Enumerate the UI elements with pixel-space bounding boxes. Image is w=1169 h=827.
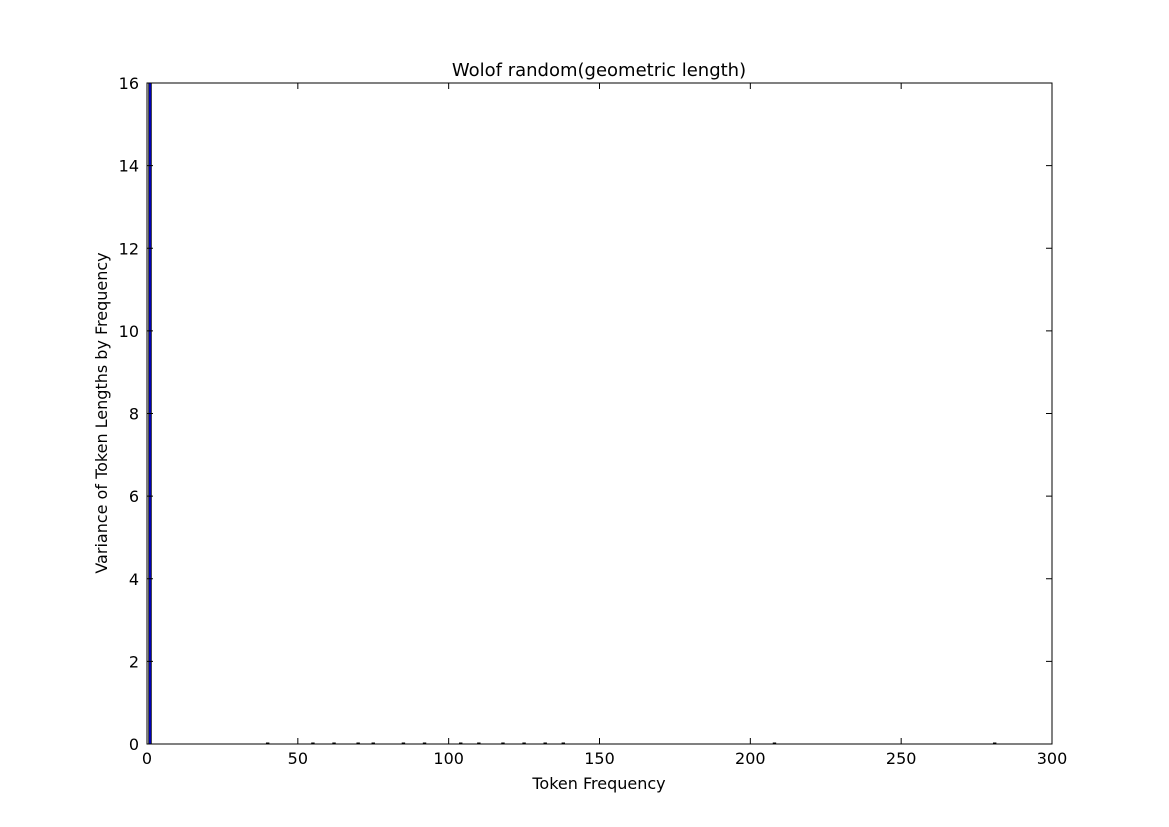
x-tick-label: 50 — [288, 749, 308, 768]
y-tick-label: 2 — [129, 652, 139, 671]
x-tick-label: 300 — [1037, 749, 1068, 768]
y-tick-label: 0 — [129, 735, 139, 754]
y-tick-label: 14 — [119, 157, 139, 176]
x-tick-label: 200 — [735, 749, 766, 768]
y-axis-label: Variance of Token Lengths by Frequency — [92, 252, 111, 573]
y-tick-label: 6 — [129, 487, 139, 506]
y-tick-label: 8 — [129, 405, 139, 424]
x-tick-label: 150 — [584, 749, 615, 768]
y-tick-label: 10 — [119, 322, 139, 341]
x-tick-label: 250 — [886, 749, 917, 768]
ticks-layer: 0 50 100 150 200 250 300 0 2 4 6 8 10 12 14 16 — [119, 74, 1068, 768]
y-tick-label: 12 — [119, 239, 139, 258]
x-axis-label: Token Frequency — [531, 774, 665, 793]
x-tick-label: 0 — [142, 749, 152, 768]
y-tick-label: 16 — [119, 74, 139, 93]
x-tick-label: 100 — [433, 749, 464, 768]
chart-title: Wolof random(geometric length) — [452, 60, 746, 81]
plot-frame — [146, 82, 1053, 745]
y-tick-label: 4 — [129, 570, 139, 589]
